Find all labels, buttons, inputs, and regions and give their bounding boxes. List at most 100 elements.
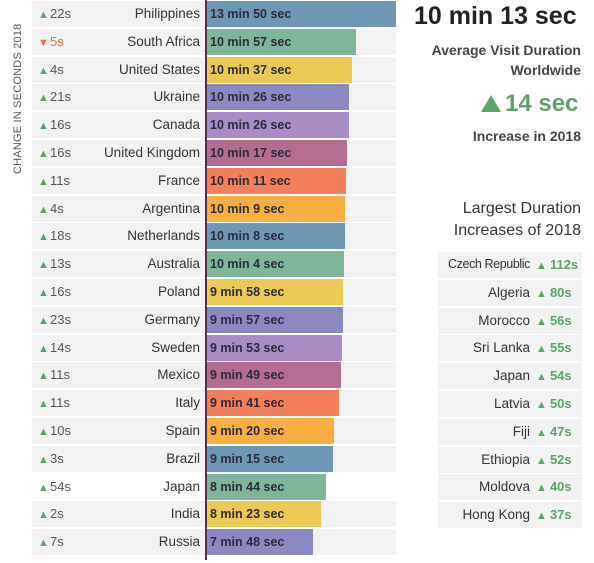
- table-row: ▲13s Australia 10 min 4 sec: [32, 251, 396, 278]
- change-value: ▲22s: [38, 6, 71, 21]
- change-value: ▲ 40s: [536, 479, 572, 494]
- change-value: ▲13s: [38, 256, 71, 271]
- increase-label: Increase in 2018: [472, 128, 581, 144]
- triangle-up-icon: ▲: [38, 64, 49, 77]
- table-row: ▲16s Canada 10 min 26 sec: [32, 112, 396, 139]
- duration-bar: [206, 417, 334, 444]
- table-row: ▲2s India 8 min 23 sec: [32, 501, 396, 528]
- triangle-up-icon: ▲: [38, 370, 49, 383]
- change-value: ▲18s: [38, 228, 71, 243]
- triangle-up-icon: ▲: [536, 454, 550, 467]
- triangle-up-icon: ▲: [38, 509, 49, 522]
- triangle-up-icon: ▲: [38, 398, 49, 411]
- table-row: ▲10s Spain 9 min 20 sec: [32, 417, 396, 444]
- duration-bar: [206, 501, 321, 528]
- change-text: 80s: [549, 284, 572, 300]
- change-value: ▲4s: [38, 62, 64, 77]
- triangle-up-icon: ▲: [38, 342, 49, 355]
- largest-increases-title: Largest Duration Increases of 2018: [401, 198, 581, 242]
- duration-bar: [206, 167, 346, 194]
- country-label: Brazil: [166, 450, 200, 466]
- country-label: Algeria: [487, 284, 530, 300]
- side-axis-label: CHANGE IN SECONDS 2018: [12, 14, 26, 175]
- country-label: Australia: [147, 256, 200, 272]
- country-label: Argentina: [142, 200, 200, 216]
- change-text: 37s: [549, 507, 572, 523]
- country-label: Canada: [152, 117, 200, 133]
- country-label: United States: [118, 61, 200, 77]
- duration-label: 10 min 8 sec: [210, 229, 285, 244]
- country-label: Poland: [157, 283, 200, 299]
- duration-label: 9 min 20 sec: [210, 423, 285, 438]
- change-text: 10s: [50, 422, 71, 438]
- duration-label: 10 min 17 sec: [210, 145, 292, 160]
- duration-bar: [206, 362, 341, 389]
- triangle-up-icon: ▲: [38, 92, 49, 105]
- change-text: 14s: [50, 339, 71, 355]
- triangle-down-icon: ▼: [38, 36, 49, 49]
- table-row: ▼5s South Africa 10 min 57 sec: [32, 28, 396, 55]
- triangle-up-icon: ▲: [38, 314, 49, 327]
- duration-bar: [206, 390, 339, 417]
- triangle-up-icon: ▲: [536, 260, 550, 272]
- country-label: Germany: [144, 311, 200, 327]
- table-row: ▲11s France 10 min 11 sec: [32, 167, 396, 194]
- table-row: ▲3s Brazil 9 min 15 sec: [32, 445, 396, 472]
- change-text: 54s: [549, 368, 572, 384]
- change-value: ▲11s: [38, 173, 70, 188]
- list-item: Fiji ▲ 47s: [438, 418, 582, 445]
- duration-label: 10 min 11 sec: [210, 173, 291, 188]
- largest-title-line2: Increases of 2018: [453, 222, 581, 239]
- change-text: 11s: [50, 367, 70, 383]
- table-row: ▲14s Sweden 9 min 53 sec: [32, 334, 396, 361]
- duration-label: 10 min 57 sec: [210, 34, 292, 49]
- change-value: ▲ 52s: [536, 452, 572, 467]
- largest-increases-list: Czech Republic ▲ 112s Algeria ▲ 80s Morocco ▲…: [438, 252, 582, 530]
- duration-label: 9 min 53 sec: [210, 340, 285, 355]
- duration-bar: [206, 28, 356, 55]
- triangle-up-icon: ▲: [38, 259, 49, 272]
- change-value: ▲ 54s: [536, 368, 572, 383]
- list-item: Latvia ▲ 50s: [438, 390, 582, 417]
- largest-title-line1: Largest Duration: [462, 200, 581, 217]
- duration-label: 10 min 37 sec: [210, 62, 292, 77]
- change-text: 4s: [50, 61, 64, 77]
- change-text: 56s: [549, 312, 572, 328]
- duration-label: 10 min 26 sec: [210, 118, 292, 133]
- country-label: Hong Kong: [462, 507, 530, 523]
- table-row: ▲4s United States 10 min 37 sec: [32, 56, 396, 83]
- country-label: South Africa: [127, 33, 200, 49]
- country-label: Mexico: [157, 367, 200, 383]
- change-text: 13s: [50, 256, 71, 272]
- table-row: ▲16s United Kingdom 10 min 17 sec: [32, 139, 396, 166]
- change-value: ▲ 80s: [536, 285, 572, 300]
- row-background: [438, 335, 582, 362]
- change-text: 16s: [50, 283, 71, 299]
- table-row: ▲21s Ukraine 10 min 26 sec: [32, 84, 396, 111]
- change-value: ▲ 37s: [536, 507, 572, 522]
- country-label: Philippines: [134, 6, 200, 21]
- triangle-up-icon: ▲: [536, 371, 550, 384]
- row-background: [438, 279, 582, 306]
- country-label: Russia: [158, 534, 200, 550]
- country-label: Czech Republic: [448, 257, 530, 271]
- table-row: ▲16s Poland 9 min 58 sec: [32, 278, 396, 305]
- duration-bar: [206, 112, 349, 139]
- list-item: Moldova ▲ 40s: [438, 474, 582, 501]
- table-row: ▲18s Netherlands 10 min 8 sec: [32, 223, 396, 250]
- table-row: ▲54s Japan 8 min 44 sec: [32, 473, 396, 500]
- country-label: Sweden: [151, 339, 200, 355]
- change-text: 2s: [50, 506, 64, 522]
- country-label: Japan: [493, 368, 530, 384]
- country-label: Morocco: [478, 312, 530, 328]
- triangle-up-icon: ▲: [38, 231, 49, 244]
- duration-label: 9 min 41 sec: [210, 396, 285, 411]
- table-row: ▲11s Italy 9 min 41 sec: [32, 390, 396, 417]
- change-value: ▲4s: [38, 201, 64, 216]
- duration-bar: [206, 195, 345, 222]
- change-text: 18s: [50, 228, 71, 244]
- triangle-up-icon: ▲: [536, 343, 550, 356]
- change-text: 47s: [549, 423, 572, 439]
- triangle-up-icon: ▲: [38, 481, 49, 494]
- duration-label: 10 min 4 sec: [210, 257, 285, 272]
